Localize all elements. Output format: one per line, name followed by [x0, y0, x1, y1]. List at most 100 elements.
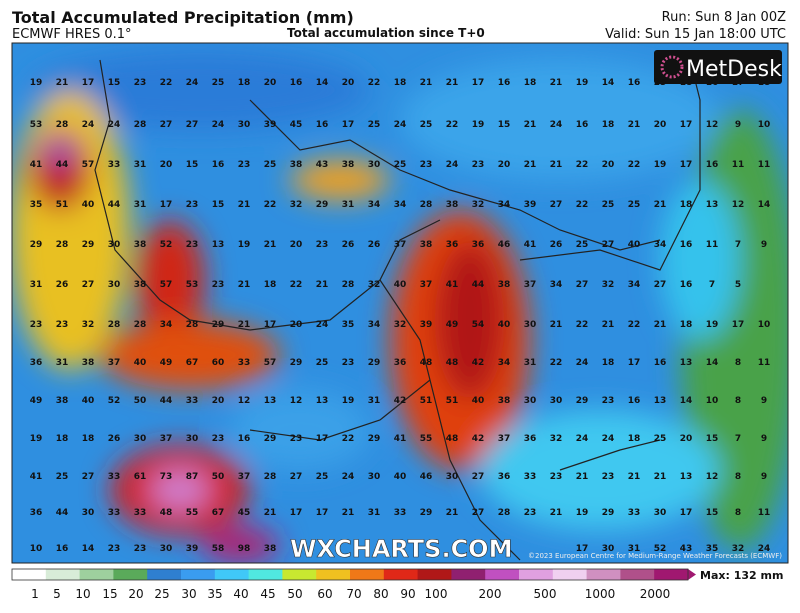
- grid-value: 39: [420, 320, 433, 330]
- grid-value: 11: [732, 160, 745, 170]
- grid-value: 33: [108, 508, 121, 518]
- colorbar-segment: [316, 569, 351, 580]
- grid-value: 17: [472, 78, 485, 88]
- grid-values: 19 21 17 15 23 22 24 25 18 20 16 14 20 22 18 21 21 17 16 18…: [30, 78, 771, 554]
- grid-value: 21: [654, 320, 667, 330]
- grid-value: 98: [238, 544, 251, 554]
- grid-value: 28: [134, 320, 147, 330]
- colorbar-segment: [214, 569, 250, 580]
- grid-value: 31: [628, 544, 641, 554]
- grid-value: 38: [290, 160, 303, 170]
- grid-value: 10: [706, 396, 719, 406]
- grid-value: 9: [761, 240, 767, 250]
- grid-value: 14: [82, 544, 95, 554]
- grid-value: 44: [160, 396, 173, 406]
- grid-value: 45: [238, 508, 251, 518]
- colorbar-label: 70: [346, 587, 361, 601]
- grid-value: 10: [758, 120, 771, 130]
- grid-value: 13: [654, 396, 667, 406]
- grid-value: 23: [212, 280, 225, 290]
- grid-value: 40: [82, 396, 95, 406]
- grid-value: 25: [654, 78, 667, 88]
- grid-value: 14: [758, 200, 771, 210]
- grid-value: 11: [758, 358, 771, 368]
- grid-value: 21: [342, 508, 355, 518]
- grid-value: 40: [394, 280, 407, 290]
- grid-value: 31: [30, 280, 43, 290]
- grid-value: 8: [735, 472, 741, 482]
- grid-value: 37: [238, 472, 251, 482]
- grid-value: 29: [212, 320, 225, 330]
- grid-value: 22: [446, 120, 459, 130]
- grid-value: 18: [82, 434, 95, 444]
- grid-value: 23: [56, 320, 69, 330]
- grid-value: 36: [30, 358, 43, 368]
- grid-value: 18: [238, 78, 251, 88]
- grid-value: 21: [316, 280, 329, 290]
- grid-value: 26: [342, 240, 355, 250]
- grid-value: 37: [160, 434, 173, 444]
- grid-value: 52: [108, 396, 121, 406]
- grid-value: 12: [290, 396, 303, 406]
- grid-value: 15: [498, 120, 511, 130]
- grid-value: 16: [628, 396, 641, 406]
- grid-value: 23: [238, 160, 251, 170]
- colorbar-segment: [12, 569, 47, 580]
- grid-value: 41: [446, 280, 459, 290]
- grid-value: 31: [342, 200, 355, 210]
- grid-value: 18: [602, 120, 615, 130]
- model: ECMWF HRES 0.1°: [12, 27, 132, 42]
- grid-value: 40: [394, 472, 407, 482]
- grid-value: 32: [290, 200, 303, 210]
- grid-value: 25: [420, 120, 433, 130]
- logo-icon: [660, 55, 684, 79]
- grid-value: 7: [709, 280, 715, 290]
- grid-value: 16: [576, 120, 589, 130]
- grid-value: 18: [680, 320, 693, 330]
- grid-value: 25: [368, 120, 381, 130]
- grid-value: 15: [706, 434, 719, 444]
- grid-value: 26: [550, 240, 563, 250]
- grid-value: 22: [550, 358, 563, 368]
- grid-value: 20: [264, 78, 277, 88]
- grid-value: 23: [134, 78, 147, 88]
- grid-value: 42: [472, 434, 485, 444]
- grid-value: 13: [264, 396, 277, 406]
- grid-value: 28: [56, 120, 69, 130]
- grid-value: 34: [498, 200, 511, 210]
- grid-value: 31: [134, 160, 147, 170]
- grid-value: 17: [160, 200, 173, 210]
- grid-value: 34: [628, 280, 641, 290]
- grid-value: 26: [108, 434, 121, 444]
- grid-value: 57: [264, 358, 277, 368]
- colorbar-label: 30: [181, 587, 196, 601]
- colorbar-label: 100: [425, 587, 448, 601]
- grid-value: 27: [290, 472, 303, 482]
- grid-value: 44: [472, 280, 485, 290]
- grid-value: 28: [56, 240, 69, 250]
- grid-value: 29: [82, 240, 95, 250]
- grid-value: 19: [472, 120, 485, 130]
- grid-value: 19: [576, 508, 589, 518]
- grid-value: 27: [160, 120, 173, 130]
- grid-value: 29: [602, 508, 615, 518]
- grid-value: 15: [212, 200, 225, 210]
- colorbar-label: 50: [287, 587, 302, 601]
- colorbar-label: 200: [479, 587, 502, 601]
- grid-value: 13: [706, 200, 719, 210]
- grid-value: 57: [82, 160, 95, 170]
- grid-value: 11: [706, 240, 719, 250]
- grid-value: 21: [628, 120, 641, 130]
- grid-value: 55: [420, 434, 433, 444]
- grid-value: 38: [82, 358, 95, 368]
- grid-value: 14: [602, 78, 615, 88]
- grid-value: 21: [628, 472, 641, 482]
- grid-value: 28: [498, 508, 511, 518]
- grid-value: 32: [550, 434, 563, 444]
- grid-value: 38: [264, 544, 277, 554]
- grid-value: 30: [108, 240, 121, 250]
- grid-value: 29: [290, 358, 303, 368]
- grid-value: 30: [524, 396, 537, 406]
- grid-value: 14: [316, 78, 329, 88]
- grid-value: 36: [498, 472, 511, 482]
